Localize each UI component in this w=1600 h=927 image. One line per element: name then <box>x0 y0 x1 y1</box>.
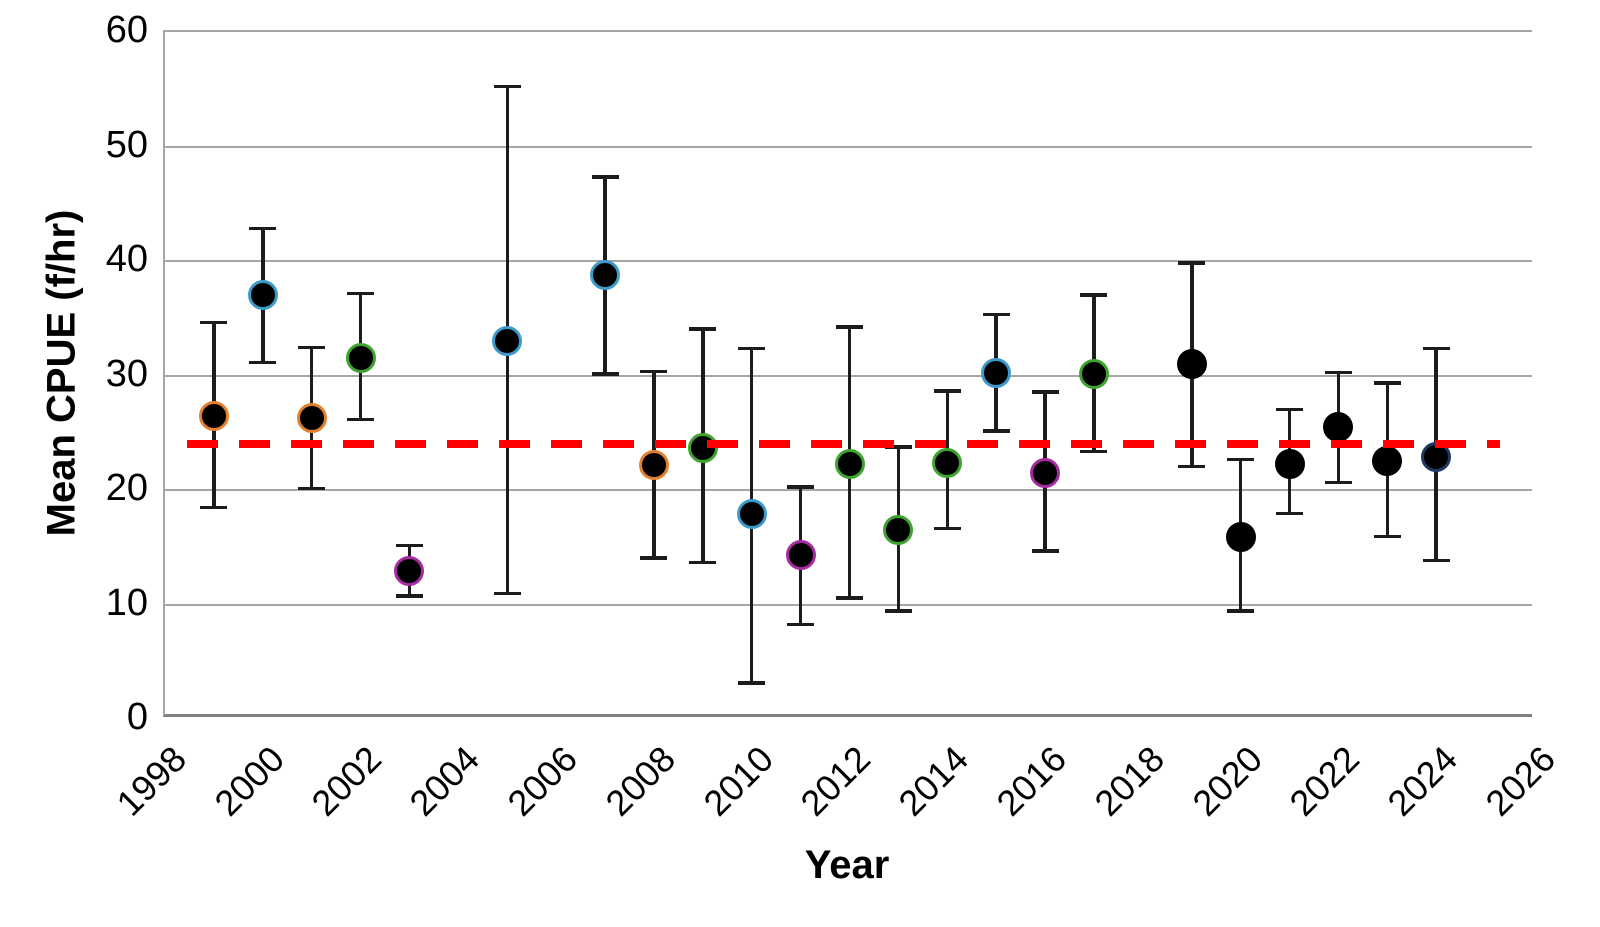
x-tick-label: 2014 <box>890 738 977 824</box>
error-cap-bottom <box>787 622 815 627</box>
error-cap-bottom <box>640 556 668 560</box>
error-cap-top <box>1422 346 1450 351</box>
data-point-2010 <box>736 499 767 530</box>
error-cap-top <box>249 226 277 231</box>
x-tick-label: 1998 <box>108 738 194 824</box>
error-cap-bottom <box>689 560 717 565</box>
error-cap-bottom <box>249 360 277 365</box>
error-cap-bottom <box>1080 449 1108 454</box>
error-cap-top <box>298 345 326 350</box>
data-point-2012 <box>834 448 865 479</box>
error-cap-bottom <box>982 429 1010 433</box>
data-point-2017 <box>1078 359 1109 390</box>
gridline-50 <box>165 145 1532 148</box>
y-tick-label: 20 <box>105 467 148 509</box>
error-cap-bottom <box>1227 609 1255 613</box>
x-tick-label: 2018 <box>1086 738 1172 824</box>
x-tick-label: 2012 <box>792 738 879 824</box>
data-point-2019 <box>1176 349 1207 380</box>
error-cap-top <box>395 543 423 548</box>
x-tick-label: 2000 <box>206 738 292 824</box>
x-tick-label: 2004 <box>401 738 488 824</box>
error-cap-bottom <box>591 372 619 376</box>
y-tick-label: 0 <box>126 696 148 738</box>
error-cap-bottom <box>395 594 423 598</box>
error-cap-bottom <box>1324 480 1352 485</box>
error-cap-bottom <box>1031 549 1059 553</box>
data-point-2020 <box>1225 521 1256 552</box>
error-cap-top <box>1276 407 1304 412</box>
data-point-2002 <box>345 343 376 374</box>
data-point-2022 <box>1323 412 1354 443</box>
error-cap-top <box>1031 390 1059 394</box>
data-point-2000 <box>247 280 278 311</box>
error-cap-top <box>493 84 521 89</box>
x-tick-label: 2008 <box>597 738 683 824</box>
data-point-2016 <box>1030 457 1061 488</box>
x-tick-label: 2016 <box>988 738 1075 824</box>
x-tick-label: 2010 <box>695 738 781 824</box>
error-cap-bottom <box>298 486 326 490</box>
x-tick-label: 2020 <box>1184 738 1270 824</box>
error-cap-top <box>1324 370 1352 375</box>
y-tick-label: 10 <box>105 581 148 624</box>
error-cap-top <box>787 485 815 489</box>
data-point-2015 <box>981 358 1012 389</box>
error-cap-bottom <box>1276 511 1304 516</box>
error-cap-bottom <box>200 505 228 510</box>
error-cap-bottom <box>1178 464 1206 469</box>
error-cap-top <box>1080 293 1108 297</box>
x-tick-label: 2026 <box>1477 738 1563 824</box>
x-axis-title: Year <box>804 843 890 887</box>
error-cap-top <box>689 327 717 331</box>
error-cap-top <box>836 325 863 329</box>
error-cap-top <box>982 312 1010 317</box>
y-tick-label: 60 <box>105 9 148 51</box>
x-tick-label: 2006 <box>499 738 586 824</box>
error-cap-bottom <box>884 609 912 613</box>
data-point-2014 <box>932 447 963 478</box>
error-cap-bottom <box>1373 534 1401 539</box>
mean-reference-line <box>187 440 1500 449</box>
error-cap-top <box>200 320 228 325</box>
plot-area <box>163 30 1532 717</box>
data-point-2023 <box>1372 446 1403 477</box>
error-cap-bottom <box>493 591 521 596</box>
gridline-10 <box>165 603 1532 606</box>
data-point-2008 <box>638 449 669 480</box>
x-tick-label: 2024 <box>1379 738 1466 824</box>
data-point-1999 <box>198 400 229 431</box>
error-cap-top <box>1178 261 1206 265</box>
data-point-2021 <box>1274 448 1305 479</box>
error-cap-top <box>1227 457 1255 462</box>
error-cap-bottom <box>933 526 961 531</box>
error-cap-top <box>933 389 961 393</box>
error-cap-bottom <box>347 417 375 422</box>
y-tick-label: 50 <box>105 123 148 166</box>
data-point-2007 <box>590 259 621 290</box>
error-cap-top <box>640 369 668 374</box>
y-tick-label: 30 <box>105 352 148 395</box>
data-point-2005 <box>492 326 523 357</box>
error-cap-top <box>1373 381 1401 385</box>
error-cap-bottom <box>738 681 766 685</box>
error-cap-top <box>347 291 375 296</box>
data-point-2011 <box>785 540 816 571</box>
data-point-2013 <box>883 515 914 546</box>
error-cap-bottom <box>1422 558 1450 563</box>
x-tick-label: 2022 <box>1281 738 1368 824</box>
y-tick-label: 40 <box>105 238 148 280</box>
error-cap-top <box>738 346 766 351</box>
error-cap-bottom <box>836 596 863 600</box>
x-tick-label: 2002 <box>303 738 390 824</box>
data-point-2003 <box>394 556 425 587</box>
gridline-40 <box>165 260 1532 262</box>
data-point-2001 <box>296 402 327 433</box>
error-cap-top <box>591 175 619 179</box>
